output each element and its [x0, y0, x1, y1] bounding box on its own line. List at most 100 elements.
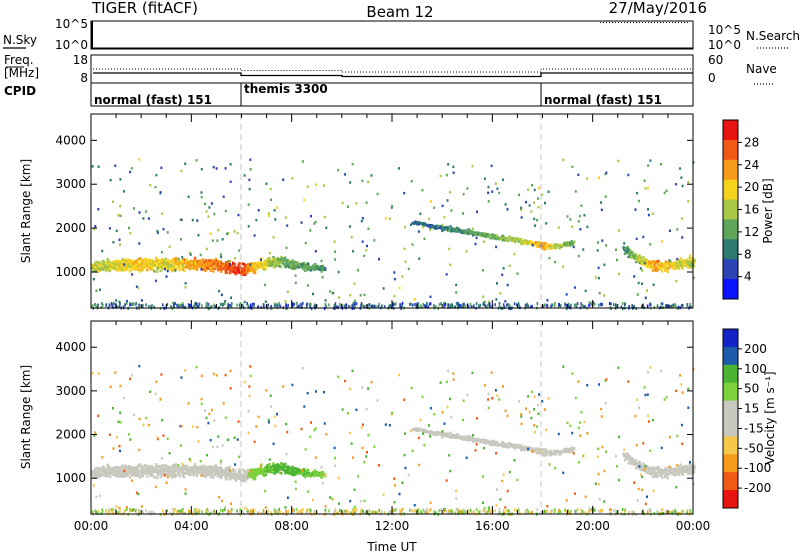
- echo-point: [220, 256, 222, 258]
- echo-point: [310, 303, 312, 306]
- echo-point: [153, 270, 155, 273]
- echo-point: [225, 167, 227, 170]
- echo-point: [544, 304, 546, 307]
- echo-point: [196, 475, 198, 477]
- echo-point: [196, 303, 198, 306]
- echo-point: [527, 395, 529, 398]
- echo-point: [144, 464, 146, 466]
- echo-point: [669, 230, 671, 233]
- echo-point: [224, 302, 226, 305]
- echo-point: [338, 296, 340, 299]
- echo-point: [636, 192, 638, 195]
- echo-point: [349, 181, 351, 184]
- echo-point: [212, 476, 214, 478]
- echo-point: [496, 188, 498, 191]
- echo-point: [237, 232, 239, 235]
- echo-point: [681, 267, 683, 269]
- colorbar-tick-label: 24: [744, 158, 759, 172]
- echo-point: [652, 212, 654, 215]
- echo-point: [220, 477, 222, 479]
- echo-point: [127, 268, 129, 270]
- echo-point: [476, 211, 478, 214]
- echo-point: [412, 304, 414, 307]
- echo-point: [294, 261, 296, 263]
- echo-point: [164, 268, 166, 271]
- echo-point: [119, 243, 121, 246]
- echo-point: [293, 303, 295, 306]
- echo-point: [186, 465, 188, 467]
- noise-tick-high-left: 10^5: [55, 17, 88, 31]
- echo-point: [414, 303, 416, 306]
- echo-point: [309, 436, 311, 439]
- echo-point: [334, 250, 336, 253]
- echo-point: [96, 261, 98, 263]
- echo-point: [552, 304, 554, 307]
- echo-point: [618, 229, 620, 232]
- echo-point: [594, 303, 596, 306]
- echo-point: [560, 304, 562, 307]
- echo-point: [354, 300, 356, 303]
- nave-series: [93, 69, 693, 72]
- echo-point: [123, 190, 125, 193]
- velocity-data-layer: [90, 365, 696, 516]
- echo-point: [635, 459, 637, 461]
- echo-point: [161, 251, 163, 254]
- echo-point: [664, 263, 666, 265]
- echo-point: [119, 178, 121, 181]
- echo-point: [554, 302, 556, 305]
- echo-point: [276, 206, 278, 209]
- echo-point: [665, 261, 667, 263]
- nave-tick-low: 0: [708, 71, 716, 85]
- echo-point: [355, 202, 357, 205]
- echo-point: [598, 483, 600, 486]
- echo-point: [550, 450, 552, 452]
- echo-point: [119, 303, 121, 306]
- echo-point: [585, 290, 587, 293]
- echo-point: [556, 244, 558, 246]
- echo-point: [230, 163, 232, 166]
- echo-point: [657, 260, 659, 262]
- echo-point: [244, 301, 246, 304]
- echo-point: [540, 242, 542, 244]
- echo-point: [208, 206, 210, 209]
- echo-point: [366, 201, 368, 204]
- echo-point: [220, 303, 222, 306]
- echo-point: [225, 210, 227, 213]
- echo-point: [141, 299, 143, 302]
- echo-point: [176, 304, 178, 307]
- echo-point: [603, 264, 605, 267]
- echo-point: [249, 188, 251, 191]
- echo-point: [652, 270, 654, 272]
- echo-point: [487, 192, 489, 195]
- echo-point: [657, 304, 659, 307]
- echo-point: [129, 171, 131, 174]
- echo-point: [502, 441, 504, 443]
- echo-point: [400, 304, 402, 307]
- echo-point: [635, 253, 637, 255]
- echo-point: [527, 188, 529, 191]
- echo-point: [189, 304, 191, 307]
- echo-point: [582, 248, 584, 251]
- echo-point: [227, 260, 229, 263]
- echo-point: [640, 267, 642, 270]
- echo-point: [322, 276, 324, 279]
- echo-point: [249, 158, 251, 161]
- echo-point: [356, 302, 358, 305]
- echo-point: [334, 240, 336, 243]
- echo-point: [305, 242, 307, 245]
- echo-point: [112, 241, 114, 244]
- echo-point: [194, 257, 196, 259]
- echo-point: [273, 236, 275, 239]
- echo-point: [453, 172, 455, 175]
- echo-point: [244, 174, 246, 177]
- echo-point: [558, 303, 560, 306]
- echo-point: [248, 203, 250, 206]
- echo-point: [222, 238, 224, 241]
- echo-point: [263, 304, 265, 307]
- echo-point: [246, 302, 248, 305]
- echo-point: [106, 464, 108, 466]
- echo-point: [276, 303, 278, 306]
- echo-point: [644, 180, 646, 183]
- echo-point: [489, 305, 491, 308]
